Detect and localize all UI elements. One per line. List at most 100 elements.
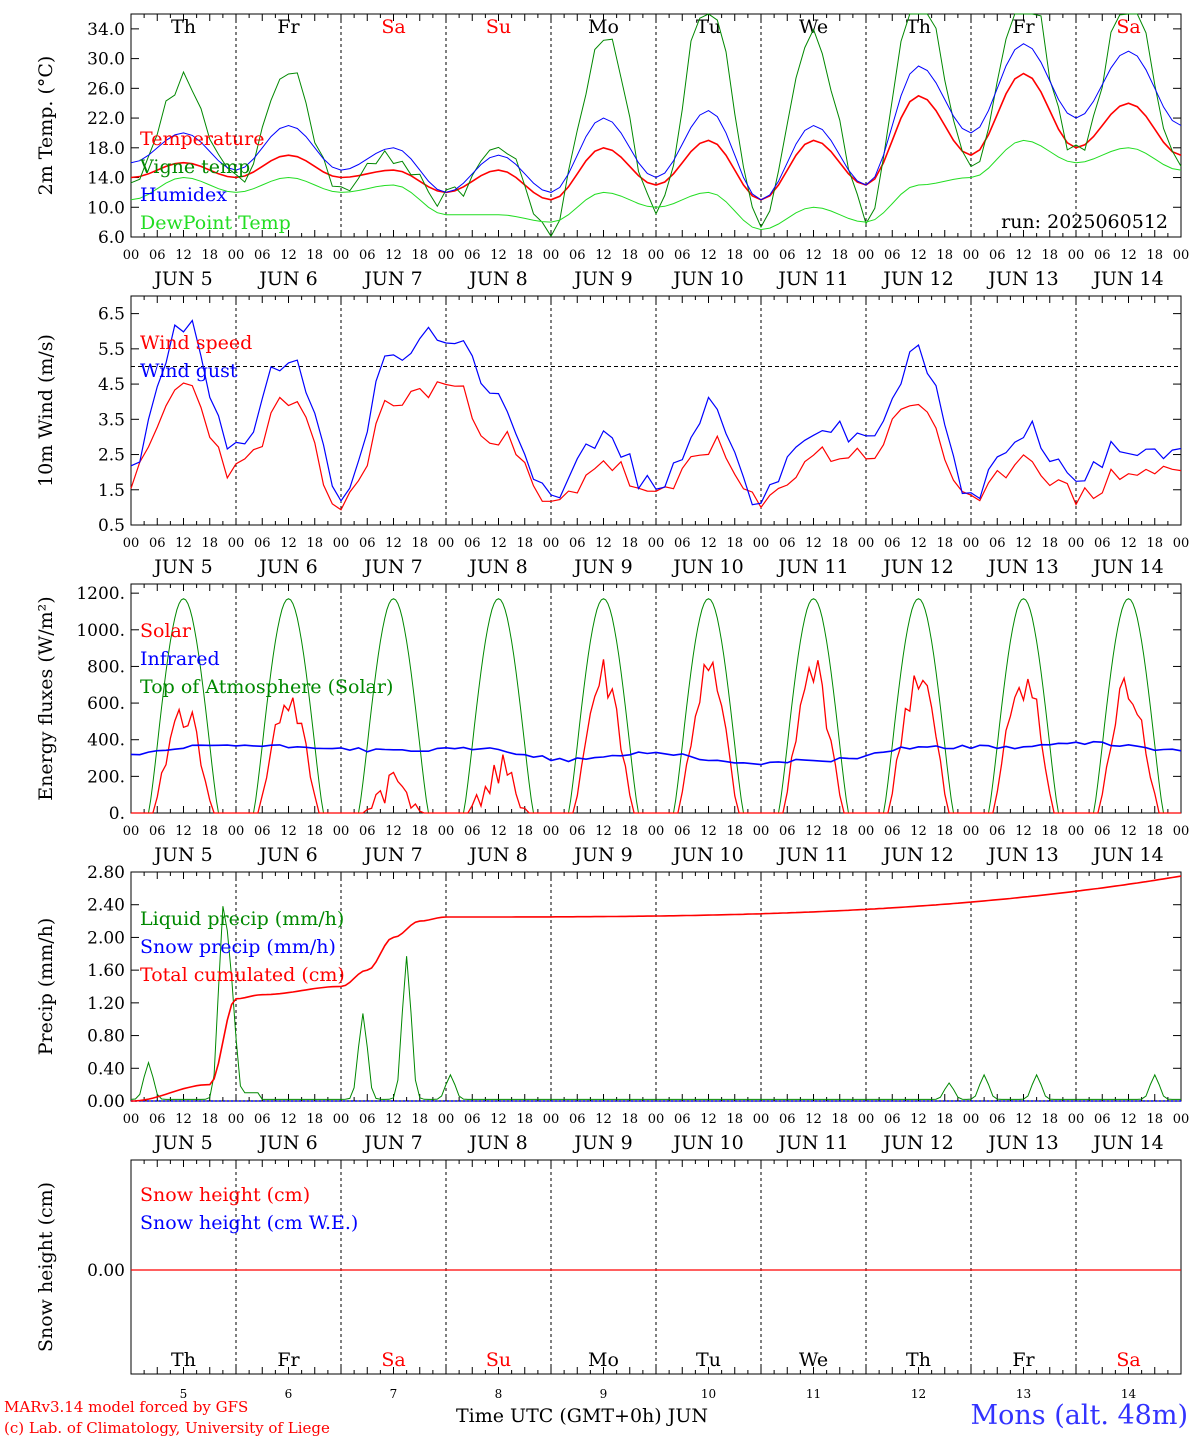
hour-tick-label: 00 — [648, 1112, 665, 1127]
temp-y-tick-label: 6.0 — [98, 228, 125, 248]
hour-tick-label: 06 — [149, 248, 166, 263]
hour-tick-label: 12 — [910, 248, 927, 263]
series-infrared — [130, 740, 1182, 766]
hour-tick-label: 00 — [753, 536, 770, 551]
weekday-label: Th — [171, 16, 196, 38]
hour-tick-label: 06 — [149, 536, 166, 551]
hour-tick-label: 00 — [753, 1112, 770, 1127]
hour-tick-label: 00 — [648, 824, 665, 839]
hour-tick-label: 00 — [858, 248, 875, 263]
snow-y-tick-label: 0.00 — [87, 1261, 125, 1281]
hour-tick-label: 12 — [805, 1112, 822, 1127]
hour-tick-label: 06 — [464, 824, 481, 839]
hour-tick-label: 00 — [963, 1112, 980, 1127]
hour-tick-label: 12 — [1120, 824, 1137, 839]
date-label: JUN 10 — [671, 844, 743, 866]
hour-tick-label: 12 — [490, 536, 507, 551]
date-label: JUN 9 — [572, 1132, 632, 1154]
date-label: JUN 10 — [671, 1132, 743, 1154]
weekday-label: Fr — [1012, 16, 1035, 38]
date-label: JUN 8 — [467, 844, 527, 866]
day-number-label: 8 — [495, 1387, 503, 1401]
hour-tick-label: 18 — [306, 248, 323, 263]
weekday-label: Th — [906, 16, 931, 38]
hour-tick-label: 12 — [175, 248, 192, 263]
hour-tick-label: 06 — [884, 536, 901, 551]
hour-tick-label: 06 — [1094, 248, 1111, 263]
date-label: JUN 10 — [671, 556, 743, 578]
precip-y-tick-label: 1.20 — [87, 994, 125, 1014]
hour-tick-label: 12 — [1120, 1112, 1137, 1127]
wind-y-axis-label: 10m Wind (m/s) — [35, 334, 57, 487]
model-credit: MARv3.14 model forced by GFS — [4, 1398, 249, 1416]
hour-tick-label: 00 — [648, 536, 665, 551]
weekday-label: Tu — [696, 1349, 721, 1371]
series-solar — [131, 659, 1181, 814]
hour-tick-label: 00 — [543, 824, 560, 839]
legend-entry: Wind speed — [140, 332, 252, 354]
weekday-label: Fr — [1012, 1349, 1035, 1371]
legend-entry: Snow height (cm W.E.) — [140, 1212, 358, 1234]
date-label: JUN 8 — [467, 556, 527, 578]
day-number-label: 6 — [285, 1387, 293, 1401]
precip-y-tick-label: 1.60 — [87, 961, 125, 981]
hour-tick-label: 12 — [1120, 536, 1137, 551]
hour-tick-label: 18 — [936, 248, 953, 263]
precip-y-tick-label: 0.40 — [87, 1059, 125, 1079]
hour-tick-label: 06 — [779, 248, 796, 263]
hour-tick-label: 18 — [726, 824, 743, 839]
hour-tick-label: 18 — [516, 1112, 533, 1127]
hour-tick-label: 12 — [700, 1112, 717, 1127]
hour-tick-label: 18 — [831, 536, 848, 551]
hour-tick-label: 18 — [306, 824, 323, 839]
day-number-label: 13 — [1016, 1387, 1031, 1401]
hour-tick-label: 06 — [359, 536, 376, 551]
hour-tick-label: 00 — [753, 824, 770, 839]
hour-tick-label: 12 — [280, 248, 297, 263]
precip-y-tick-label: 2.80 — [87, 863, 125, 883]
lab-credit: (c) Lab. of Climatology, University of L… — [4, 1419, 330, 1437]
flux-y-tick-label: 1200. — [76, 584, 125, 604]
hour-tick-label: 06 — [884, 248, 901, 263]
hour-tick-label: 18 — [411, 824, 428, 839]
date-label: JUN 5 — [152, 556, 212, 578]
hour-tick-label: 18 — [621, 1112, 638, 1127]
legend-entry: Liquid precip (mm/h) — [140, 908, 344, 930]
hour-tick-label: 12 — [1015, 536, 1032, 551]
day-number-label: 10 — [701, 1387, 716, 1401]
date-label: JUN 14 — [1091, 268, 1163, 290]
hour-tick-label: 00 — [123, 824, 140, 839]
date-label: JUN 14 — [1091, 844, 1163, 866]
hour-tick-label: 00 — [438, 536, 455, 551]
hour-tick-label: 06 — [884, 824, 901, 839]
hour-tick-label: 00 — [123, 1112, 140, 1127]
date-label: JUN 9 — [572, 844, 632, 866]
date-label: JUN 14 — [1091, 556, 1163, 578]
hour-tick-label: 06 — [464, 248, 481, 263]
date-label: JUN 13 — [986, 556, 1058, 578]
hour-tick-label: 18 — [621, 824, 638, 839]
hour-tick-label: 12 — [700, 824, 717, 839]
hour-tick-label: 00 — [1068, 824, 1085, 839]
hour-tick-label: 00 — [963, 824, 980, 839]
weekday-label: Su — [486, 16, 511, 38]
temp-y-tick-label: 18.0 — [87, 139, 125, 159]
legend-entry: Snow precip (mm/h) — [140, 936, 336, 958]
hour-tick-label: 06 — [779, 824, 796, 839]
hour-tick-label: 12 — [595, 824, 612, 839]
date-label: JUN 6 — [257, 844, 317, 866]
hour-tick-label: 00 — [228, 824, 245, 839]
weekday-label: Sa — [381, 16, 405, 38]
precip-y-tick-label: 0.00 — [87, 1092, 125, 1112]
hour-tick-label: 18 — [201, 1112, 218, 1127]
snow-y-axis-label: Snow height (cm) — [35, 1182, 57, 1352]
hour-tick-label: 18 — [1146, 824, 1163, 839]
wind-y-tick-label: 2.5 — [98, 446, 125, 466]
temp-y-tick-label: 22.0 — [87, 109, 125, 129]
hour-tick-label: 00 — [228, 248, 245, 263]
date-label: JUN 6 — [257, 268, 317, 290]
hour-tick-label: 00 — [123, 248, 140, 263]
wind-y-tick-label: 4.5 — [98, 375, 125, 395]
hour-tick-label: 06 — [149, 1112, 166, 1127]
hour-tick-label: 12 — [700, 248, 717, 263]
